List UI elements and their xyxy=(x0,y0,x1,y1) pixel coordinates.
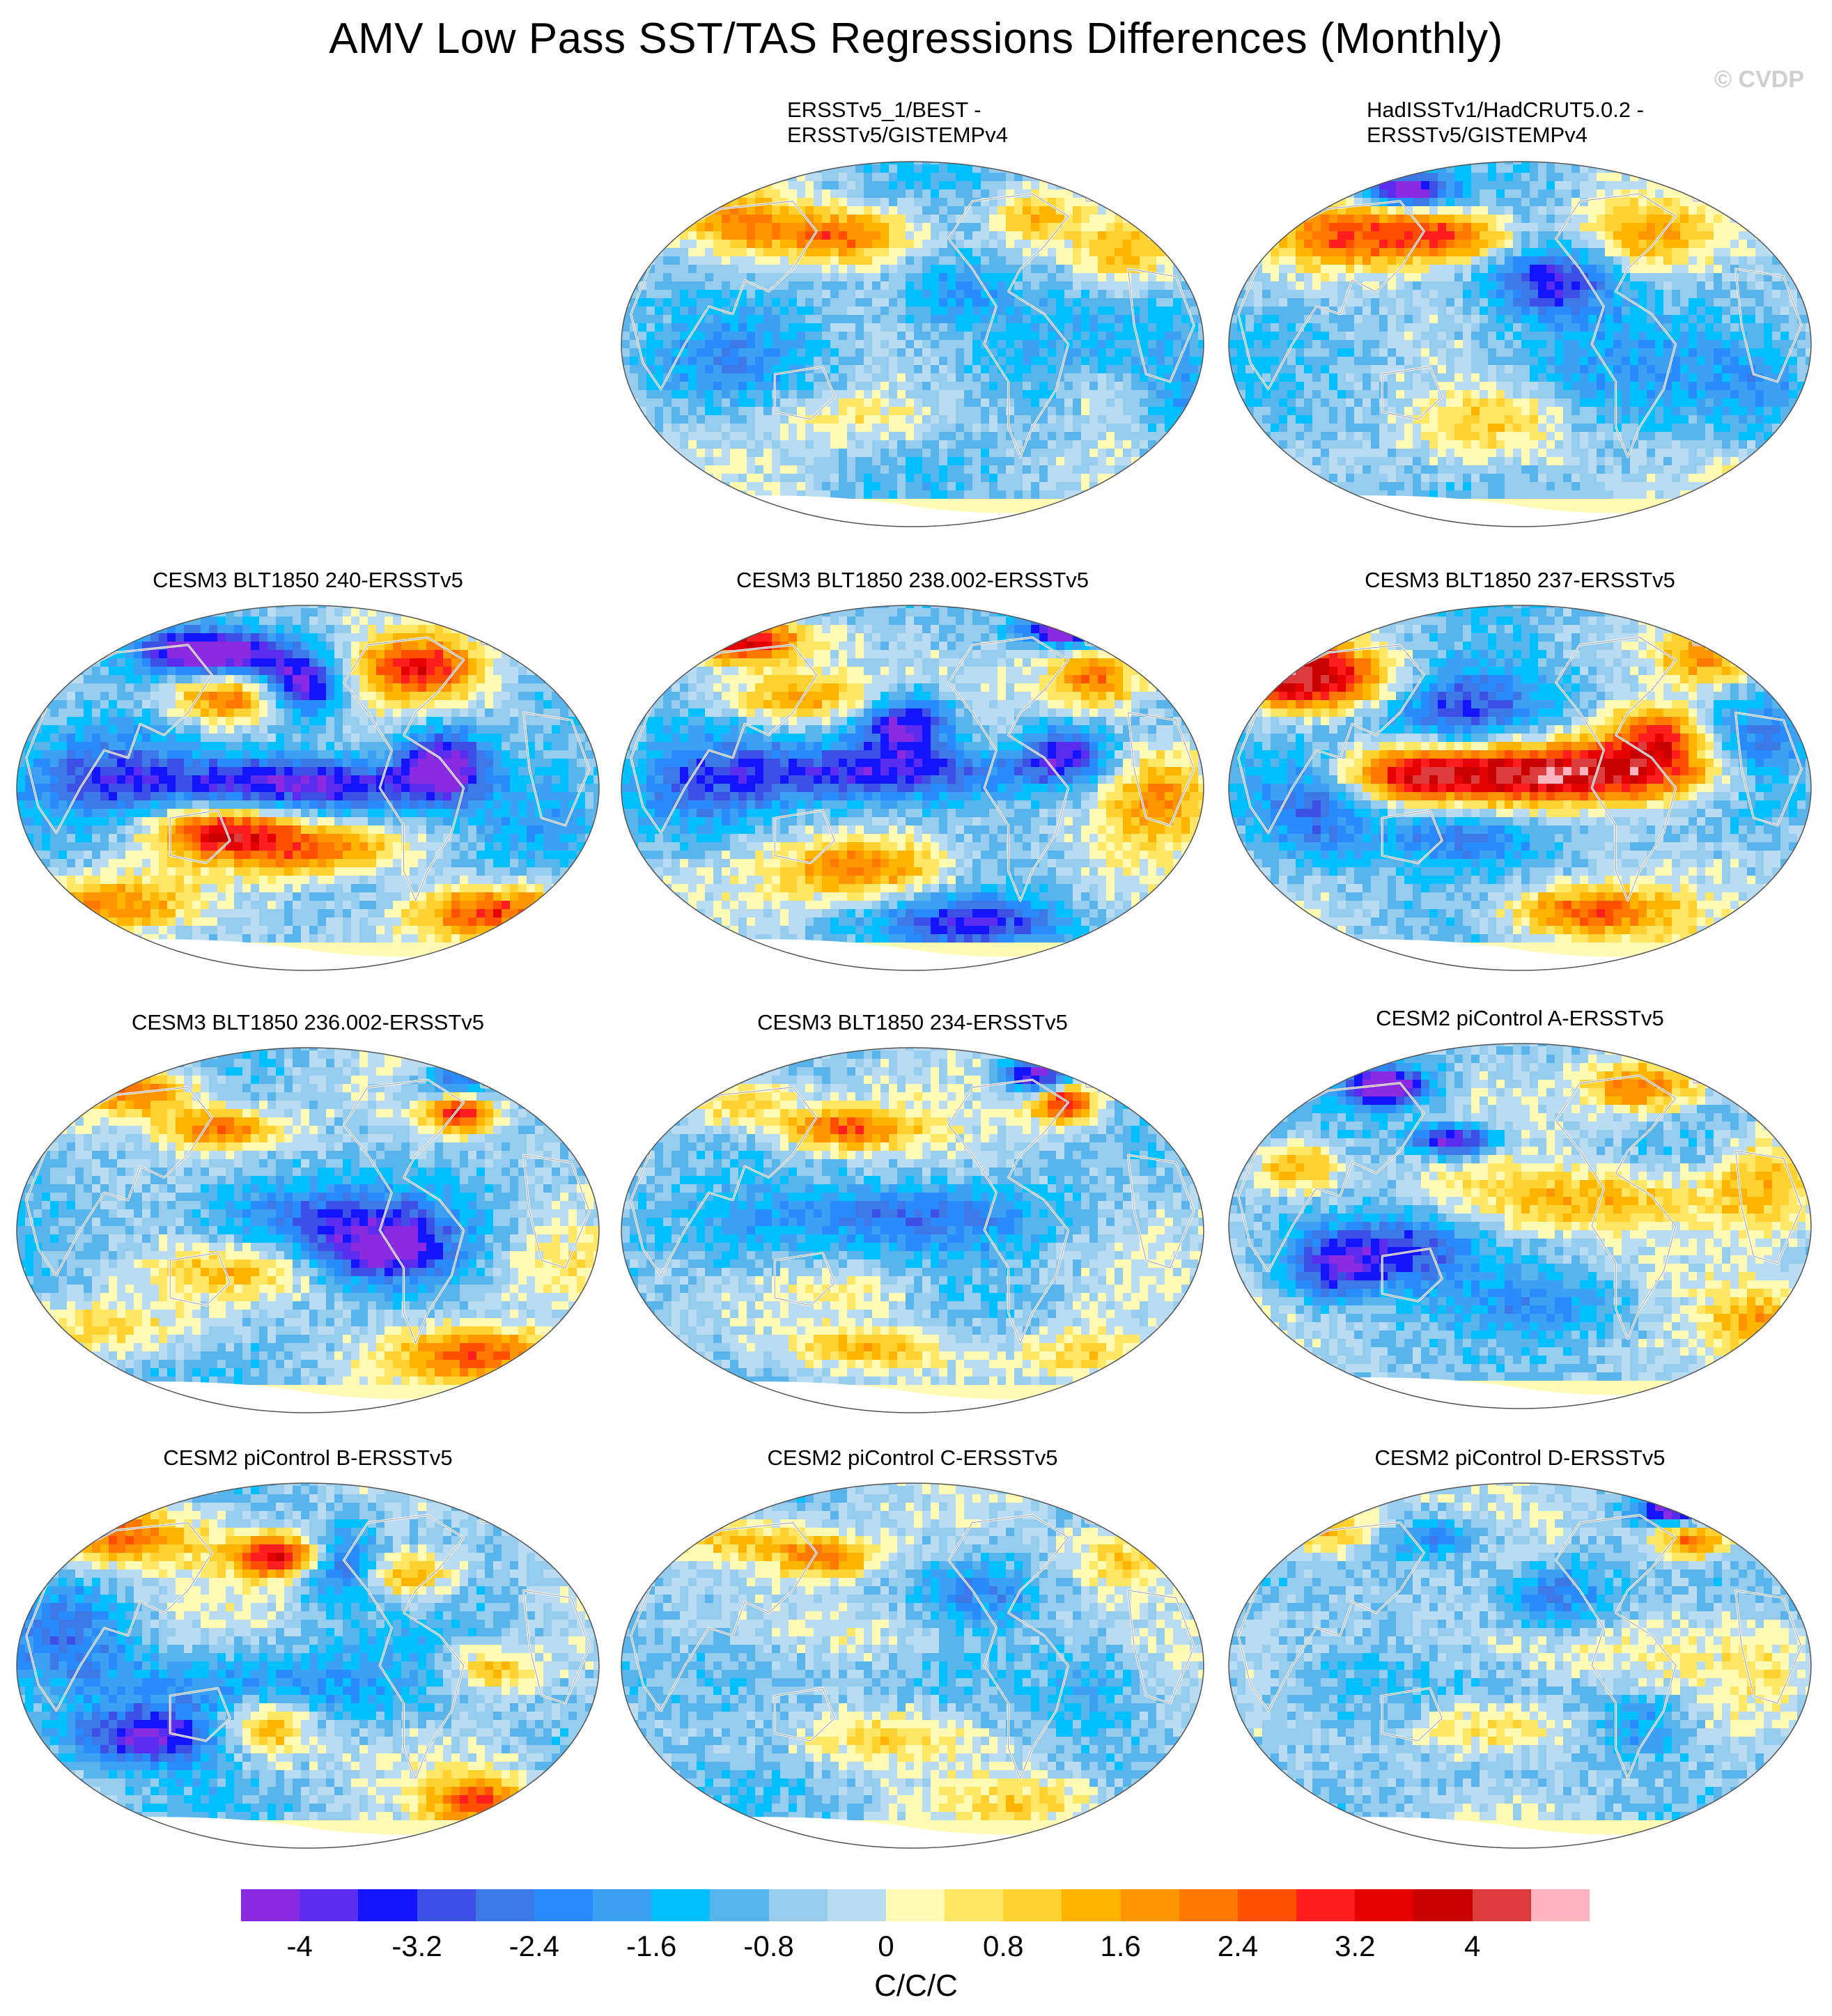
panel-title: CESM2 piControl B-ERSSTv5 xyxy=(8,1445,607,1471)
colorbar-tick-label: 0 xyxy=(878,1930,894,1963)
cvdp-watermark: © CVDP xyxy=(1714,66,1804,93)
colorbar-cell xyxy=(1296,1889,1356,1921)
colorbar-cell xyxy=(300,1889,359,1921)
regression-map xyxy=(621,1047,1204,1413)
colorbar-cell xyxy=(1003,1889,1062,1921)
panel-title: CESM3 BLT1850 234-ERSSTv5 xyxy=(613,1010,1212,1035)
colorbar-tick-label: -1.6 xyxy=(626,1930,676,1963)
colorbar-tick-label: 1.6 xyxy=(1100,1930,1140,1963)
colorbar-cell xyxy=(827,1889,886,1921)
regression-map xyxy=(1228,1043,1812,1409)
regression-map xyxy=(16,605,600,971)
regression-map xyxy=(621,605,1204,971)
colorbar-cell xyxy=(417,1889,476,1921)
colorbar-tick-label: -2.4 xyxy=(509,1930,559,1963)
panel-title: CESM2 piControl C-ERSSTv5 xyxy=(613,1445,1212,1471)
colorbar-cell xyxy=(1530,1889,1590,1921)
panel-title: CESM2 piControl A-ERSSTv5 xyxy=(1220,1006,1819,1031)
colorbar-tick-label: 0.8 xyxy=(983,1930,1023,1963)
regression-map xyxy=(621,161,1204,527)
panel-title: HadISSTv1/HadCRUT5.0.2 - ERSSTv5/GISTEMP… xyxy=(1220,98,1819,148)
colorbar xyxy=(241,1889,1590,1921)
colorbar-tick-label: 4 xyxy=(1464,1930,1480,1963)
colorbar-cell xyxy=(475,1889,534,1921)
colorbar-cell xyxy=(1355,1889,1414,1921)
colorbar-tick-label: -3.2 xyxy=(391,1930,442,1963)
colorbar-tick-label: -0.8 xyxy=(743,1930,793,1963)
colorbar-cell xyxy=(358,1889,417,1921)
colorbar-ticks: -4 -3.2 -2.4 -1.6 -0.8 0 0.8 1.6 2.4 3.2 4 xyxy=(241,1930,1590,1971)
colorbar-tick-label: 2.4 xyxy=(1218,1930,1258,1963)
colorbar-cell xyxy=(885,1889,945,1921)
colorbar-cell xyxy=(1237,1889,1297,1921)
panel-title: CESM3 BLT1850 236.002-ERSSTv5 xyxy=(8,1010,607,1035)
colorbar-cell xyxy=(710,1889,769,1921)
colorbar-cell xyxy=(534,1889,593,1921)
regression-map xyxy=(1228,1482,1812,1849)
panel-title: CESM3 BLT1850 237-ERSSTv5 xyxy=(1220,568,1819,593)
colorbar-cell xyxy=(1472,1889,1531,1921)
colorbar-cell xyxy=(1120,1889,1179,1921)
regression-map xyxy=(16,1482,600,1849)
panel-title-line1: ERSSTv5_1/BEST - xyxy=(787,98,1212,123)
colorbar-cell xyxy=(1179,1889,1238,1921)
colorbar-units: C/C/C xyxy=(0,1969,1832,2003)
panel-title-line2: ERSSTv5/GISTEMPv4 xyxy=(1367,123,1819,148)
colorbar-cell xyxy=(651,1889,711,1921)
panel-title: CESM2 piControl D-ERSSTv5 xyxy=(1220,1445,1819,1471)
figure-title: AMV Low Pass SST/TAS Regressions Differe… xyxy=(0,14,1832,63)
colorbar-cell xyxy=(1413,1889,1473,1921)
regression-map xyxy=(16,1047,600,1413)
colorbar-cell xyxy=(768,1889,828,1921)
colorbar-cell xyxy=(593,1889,652,1921)
regression-map xyxy=(1228,161,1812,527)
colorbar-cell xyxy=(241,1889,300,1921)
panel-title: CESM3 BLT1850 238.002-ERSSTv5 xyxy=(613,568,1212,593)
panel-title-line2: ERSSTv5/GISTEMPv4 xyxy=(787,123,1212,148)
panel-title: CESM3 BLT1850 240-ERSSTv5 xyxy=(8,568,607,593)
regression-map xyxy=(1228,605,1812,971)
colorbar-cell xyxy=(945,1889,1004,1921)
colorbar-cell xyxy=(1062,1889,1121,1921)
colorbar-tick-label: -4 xyxy=(286,1930,312,1963)
panel-title: ERSSTv5_1/BEST - ERSSTv5/GISTEMPv4 xyxy=(613,98,1212,148)
regression-map xyxy=(621,1482,1204,1849)
panel-title-line1: HadISSTv1/HadCRUT5.0.2 - xyxy=(1367,98,1819,123)
colorbar-tick-label: 3.2 xyxy=(1335,1930,1375,1963)
